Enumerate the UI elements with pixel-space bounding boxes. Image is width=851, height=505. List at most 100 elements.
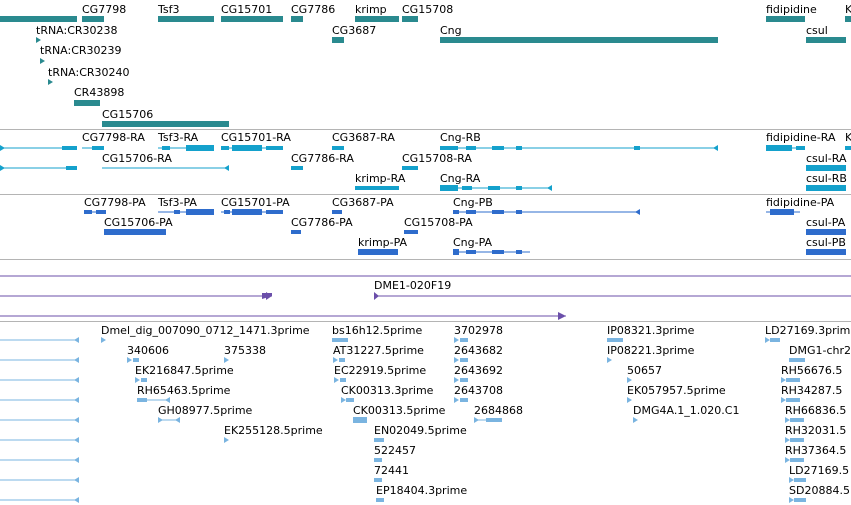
transcript-model[interactable] [221,145,283,151]
est-model[interactable] [0,457,79,463]
transcript-label[interactable]: CG15708-RA [402,152,472,165]
est-label[interactable]: AT31227.5prime [333,344,424,357]
protein-model[interactable] [358,249,398,255]
est-model[interactable] [158,417,180,423]
transcript-label[interactable]: Tsf3-RA [158,131,199,144]
est-model[interactable] [334,377,346,383]
gene-feature[interactable] [402,16,418,22]
est-label[interactable]: RH32031.5 [785,424,847,437]
est-label[interactable]: RH37364.5 [785,444,847,457]
est-model[interactable] [781,397,800,403]
transcript-label[interactable]: CG15706-RA [102,152,172,165]
est-label[interactable]: LD27169.5 [789,464,850,477]
transcript-model[interactable] [845,146,851,150]
est-label[interactable]: 3702978 [454,324,503,337]
transcript-model[interactable] [291,166,303,170]
est-label[interactable]: CK00313.5prime [353,404,446,417]
transcript-model[interactable] [82,146,104,150]
est-model[interactable] [627,397,632,403]
est-label[interactable]: 2643692 [454,364,503,377]
protein-model[interactable] [332,210,342,214]
est-model[interactable] [454,337,468,343]
protein-label[interactable]: CG15708-PA [404,216,473,229]
est-model[interactable] [633,417,638,423]
est-label[interactable]: 2643708 [454,384,503,397]
transcript-model[interactable] [158,145,214,151]
est-label[interactable]: RH56676.5 [781,364,843,377]
transcript-label[interactable]: csul-RA [806,152,847,165]
est-label[interactable]: EK255128.5prime [224,424,323,437]
gene-label[interactable]: K [845,3,851,16]
transcript-label[interactable]: CG15701-RA [221,131,291,144]
est-model[interactable] [374,478,382,482]
transcript-label[interactable]: Cng-RA [440,172,481,185]
est-label[interactable]: 375338 [224,344,266,357]
gene-label[interactable]: krimp [355,3,387,16]
est-model[interactable] [785,417,804,423]
protein-model[interactable] [453,249,530,255]
est-model[interactable] [789,477,806,483]
gene-feature[interactable] [82,16,104,22]
protein-label[interactable]: CG7786-PA [291,216,353,229]
est-model[interactable] [376,498,384,502]
est-model[interactable] [374,458,382,462]
est-label[interactable]: RH34287.5 [781,384,843,397]
transcript-label[interactable]: CG3687-RA [332,131,395,144]
est-model[interactable] [781,377,800,383]
gene-feature[interactable] [332,37,344,43]
est-model[interactable] [0,437,79,443]
clone-model[interactable] [0,292,272,300]
protein-model[interactable] [806,229,846,235]
est-model[interactable] [341,397,354,403]
est-model[interactable] [0,477,79,483]
gene-feature[interactable] [440,37,718,43]
est-label[interactable]: 522457 [374,444,416,457]
est-model[interactable] [0,497,79,503]
gene-label[interactable]: fidipidine [766,3,817,16]
protein-model[interactable] [453,209,640,215]
protein-model[interactable] [84,210,106,214]
transcript-label[interactable]: fidipidine-RA [766,131,836,144]
transcript-label[interactable]: K [845,131,851,144]
transcript-model[interactable] [806,165,846,171]
est-model[interactable] [0,357,79,363]
gene-feature[interactable] [355,16,399,22]
est-model[interactable] [785,457,804,463]
est-model[interactable] [454,357,468,363]
est-model[interactable] [765,337,780,343]
est-label[interactable]: 50657 [627,364,662,377]
est-label[interactable]: RH66836.5 [785,404,847,417]
est-label[interactable]: 2643682 [454,344,503,357]
est-label[interactable]: DMG1-chr2R [789,344,851,357]
protein-model[interactable] [291,230,301,234]
gene-label[interactable]: CG15706 [102,108,154,121]
protein-model[interactable] [766,209,800,215]
est-model[interactable] [332,338,348,342]
protein-label[interactable]: csul-PB [806,236,846,249]
est-model[interactable] [0,397,79,403]
est-model[interactable] [224,437,229,443]
est-label[interactable]: RH65463.5prime [137,384,231,397]
est-label[interactable]: LD27169.3prim [765,324,851,337]
gene-feature[interactable] [806,37,846,43]
transcript-model[interactable] [355,186,399,190]
est-model[interactable] [607,357,612,363]
clone-model[interactable] [0,312,566,320]
est-model[interactable] [0,337,79,343]
est-label[interactable]: IP08221.3prime [607,344,695,357]
gene-feature[interactable] [102,121,229,127]
est-model[interactable] [785,437,804,443]
est-label[interactable]: EN02049.5prime [374,424,467,437]
est-model[interactable] [0,377,79,383]
est-model[interactable] [137,397,170,403]
transcript-model[interactable] [766,145,805,151]
est-model[interactable] [135,377,147,383]
protein-model[interactable] [104,229,166,235]
gene-label[interactable]: CG15701 [221,3,273,16]
est-label[interactable]: 72441 [374,464,409,477]
est-model[interactable] [333,357,345,363]
est-model[interactable] [224,357,229,363]
est-model[interactable] [127,357,139,363]
gene-feature[interactable] [74,100,100,106]
gene-label[interactable]: csul [806,24,828,37]
